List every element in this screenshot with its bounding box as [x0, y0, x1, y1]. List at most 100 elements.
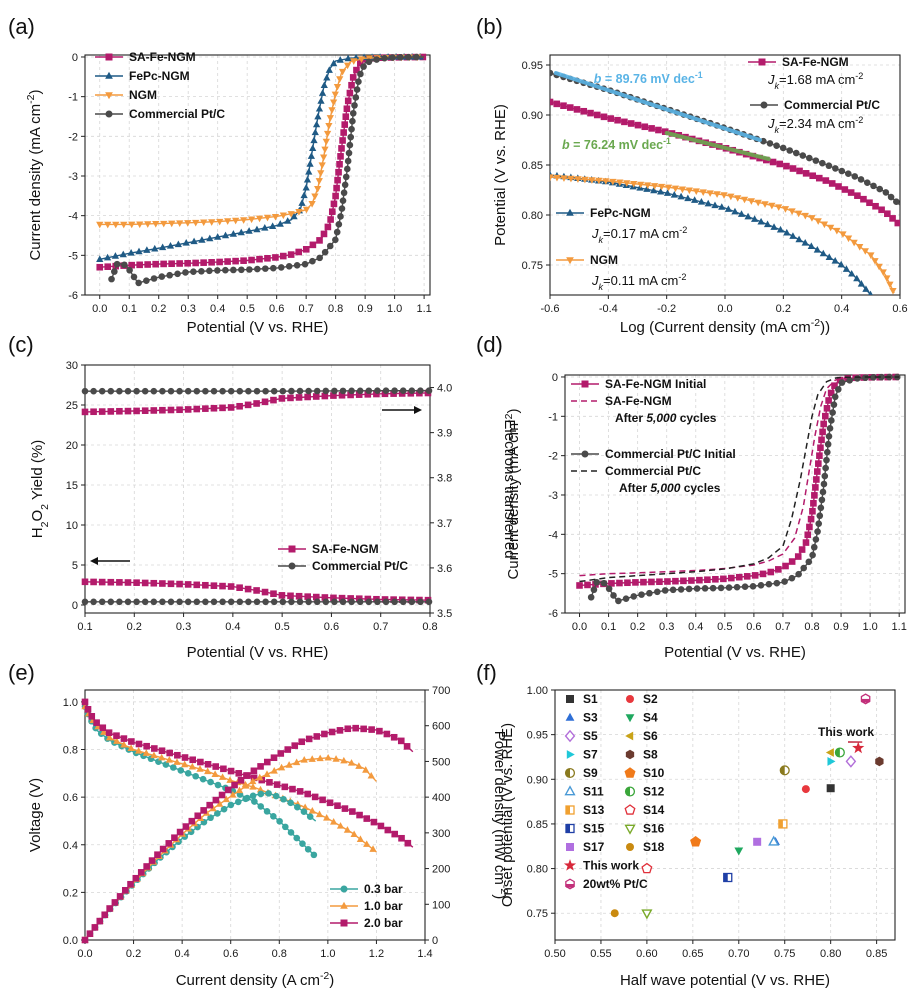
data-point — [261, 588, 269, 596]
data-point — [105, 729, 113, 736]
data-point — [278, 395, 286, 402]
data-point — [202, 387, 209, 395]
data-point — [231, 781, 238, 789]
data-point — [272, 254, 279, 261]
data-point — [299, 840, 306, 847]
data-point — [84, 706, 92, 713]
data-point — [136, 221, 144, 229]
data-point — [315, 810, 324, 818]
data-point — [348, 387, 355, 395]
data-point — [202, 581, 209, 589]
data-point — [310, 851, 318, 859]
data-point — [199, 775, 207, 783]
data-point — [363, 840, 371, 847]
data-point — [245, 227, 253, 234]
legend-label: This work — [583, 859, 639, 873]
data-point — [219, 404, 226, 412]
data-point — [795, 235, 803, 243]
data-point — [194, 812, 202, 820]
data-point — [884, 210, 891, 218]
data-point — [841, 186, 849, 193]
y-tick-label: -3 — [68, 171, 78, 183]
data-point — [802, 170, 810, 177]
data-point — [355, 391, 363, 398]
data-point — [768, 202, 776, 210]
data-point — [246, 266, 253, 273]
data-point — [308, 755, 316, 762]
data-point — [253, 598, 261, 606]
data-point — [208, 219, 216, 226]
label-part: H — [29, 527, 46, 538]
data-point — [560, 102, 567, 110]
data-point — [184, 770, 192, 777]
data-point — [93, 719, 100, 726]
data-point — [821, 472, 829, 480]
data-point — [98, 408, 106, 415]
data-point — [284, 746, 292, 753]
data-point — [850, 239, 858, 247]
y2-tick-label: 500 — [432, 756, 450, 768]
data-point — [356, 811, 363, 819]
data-point — [219, 387, 226, 395]
data-point — [174, 751, 181, 759]
data-point — [814, 468, 821, 475]
data-point — [678, 186, 687, 194]
data-point — [343, 62, 352, 70]
data-point — [143, 277, 150, 285]
data-point — [301, 803, 309, 811]
x-tick-label: 0.75 — [774, 948, 795, 960]
x-tick-label: 0.65 — [682, 948, 703, 960]
x-tick-label: 0.7 — [775, 621, 790, 633]
data-point — [150, 407, 158, 414]
data-point — [644, 182, 652, 190]
label-part: -2 — [678, 272, 686, 282]
data-point — [757, 217, 765, 225]
data-point — [377, 822, 385, 830]
data-point — [353, 66, 360, 74]
data-point — [304, 393, 311, 401]
data-point-fill — [780, 765, 785, 775]
data-point — [338, 68, 347, 76]
data-point — [202, 405, 209, 412]
data-point — [244, 585, 252, 593]
data-point — [167, 387, 175, 395]
label-part: -2 — [679, 225, 687, 235]
data-point — [300, 755, 308, 763]
data-point — [404, 839, 412, 847]
data-point — [740, 196, 749, 204]
data-point — [657, 187, 665, 195]
data-point — [788, 574, 796, 582]
tick-labels: 0.0 0.1 0.2 0.3 0.4 0.5 0.6 0.7 0.8 0.9 1.0 1.1 0 -1 -… — [68, 52, 432, 315]
y-tick-label: 1.00 — [527, 685, 548, 697]
data-point — [302, 183, 310, 191]
data-point — [176, 580, 183, 588]
data-point — [398, 834, 405, 842]
data-point — [116, 387, 123, 395]
data-point — [249, 783, 257, 790]
data-point — [330, 99, 338, 107]
data-point — [198, 267, 205, 275]
data-point — [624, 579, 631, 587]
x-tick-label: 0.6 — [746, 621, 761, 633]
data-point — [383, 730, 391, 738]
data-point — [127, 880, 134, 888]
data-point — [623, 180, 631, 187]
data-point — [342, 173, 350, 181]
label-part: =0.17 mA cm — [603, 226, 679, 241]
y-tick-label: 1.0 — [63, 697, 78, 709]
data-point — [158, 747, 166, 755]
data-point — [842, 265, 851, 272]
tafel-slope-label: b = 89.76 mV dec-1 — [594, 70, 703, 86]
label-part: k — [775, 125, 780, 135]
data-point — [553, 174, 561, 182]
legend-label: S4 — [643, 711, 658, 725]
data-point — [779, 144, 787, 152]
data-point — [278, 592, 286, 599]
data-point — [253, 400, 260, 407]
data-point — [270, 264, 277, 272]
data-point — [293, 261, 301, 269]
data-point — [141, 598, 149, 606]
label-part: Current density (mA cm — [27, 104, 44, 261]
data-point — [312, 593, 320, 601]
data-point — [887, 193, 895, 201]
